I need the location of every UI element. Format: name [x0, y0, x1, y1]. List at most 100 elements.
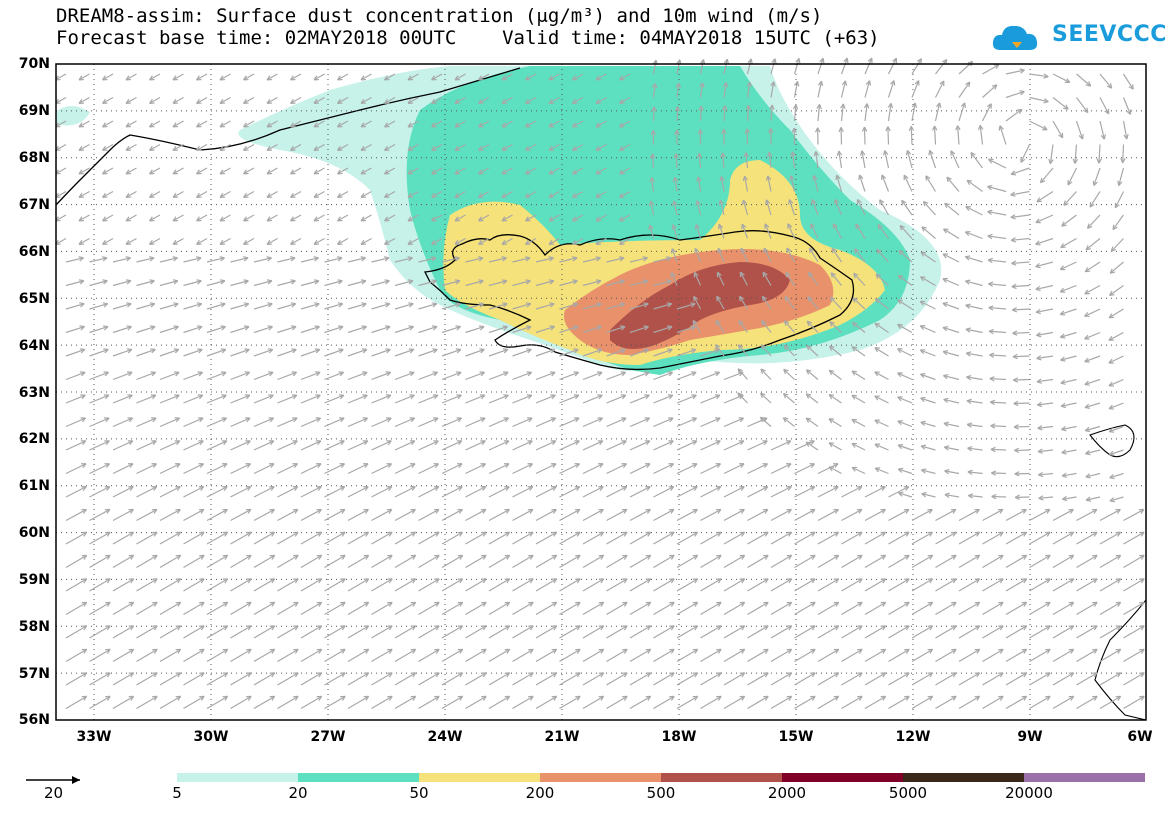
- wind-arrow-head: [740, 247, 746, 254]
- wind-arrow: [619, 143, 631, 151]
- wind-arrow-head: [1115, 672, 1122, 678]
- wind-arrow-head: [619, 122, 625, 128]
- wind-arrow-head: [149, 302, 156, 308]
- wind-arrow-head: [151, 440, 157, 446]
- wind-arrow-head: [291, 394, 298, 400]
- wind-arrow: [196, 214, 208, 222]
- wind-arrow-head: [454, 122, 461, 128]
- wind-arrow-head: [572, 75, 578, 81]
- wind-arrow-head: [782, 417, 789, 423]
- wind-arrow: [1061, 425, 1077, 431]
- wind-arrow-head: [313, 145, 320, 151]
- wind-arrow: [1060, 355, 1077, 361]
- wind-arrow-head: [1044, 508, 1051, 514]
- wind-arrow-head: [266, 98, 273, 104]
- wind-arrow: [535, 417, 556, 428]
- wind-arrow-head: [966, 179, 973, 186]
- wind-arrow-head: [313, 192, 320, 198]
- wind-arrow-head: [126, 325, 132, 331]
- wind-arrow-head: [293, 578, 299, 584]
- wind-arrow-head: [805, 417, 812, 423]
- wind-arrow: [958, 625, 980, 639]
- wind-arrow: [1099, 97, 1110, 115]
- wind-arrow-head: [901, 199, 907, 206]
- wind-arrow-head: [739, 672, 746, 678]
- wind-arrow-head: [597, 371, 603, 377]
- wind-arrow-head: [432, 394, 439, 400]
- wind-arrow-head: [102, 256, 108, 262]
- wind-arrow: [360, 73, 372, 81]
- wind-arrow-head: [501, 279, 508, 285]
- wind-arrow: [431, 167, 443, 175]
- wind-arrow: [525, 190, 537, 198]
- wind-arrow-head: [967, 469, 973, 476]
- wind-arrow: [384, 167, 396, 175]
- wind-arrow-head: [433, 508, 440, 514]
- wind-arrow-head: [172, 256, 178, 262]
- wind-arrow: [159, 578, 181, 592]
- wind-arrow: [347, 601, 369, 616]
- wind-arrow: [253, 578, 275, 592]
- wind-arrow: [501, 167, 513, 175]
- wind-arrow: [488, 394, 509, 404]
- wind-arrow: [653, 440, 674, 451]
- wind-arrow: [740, 247, 749, 263]
- wind-arrow: [828, 369, 842, 380]
- wind-arrow: [535, 348, 556, 357]
- wind-arrow: [300, 508, 322, 522]
- wind-arrow-head: [621, 486, 628, 491]
- wind-arrow: [347, 625, 369, 639]
- wind-arrow-head: [481, 554, 487, 560]
- wind-arrow-head: [152, 672, 158, 678]
- wind-arrow-head: [987, 257, 993, 264]
- wind-arrow: [290, 214, 302, 222]
- wind-arrow: [465, 578, 487, 592]
- wind-arrow: [874, 467, 889, 475]
- map-title: DREAM8-assim: Surface dust concentration…: [56, 5, 823, 27]
- wind-arrow: [747, 440, 768, 451]
- wind-arrow: [1035, 308, 1054, 313]
- wind-arrow-head: [1115, 531, 1122, 537]
- wind-arrow-head: [761, 295, 768, 302]
- wind-arrow-head: [645, 463, 651, 469]
- wind-arrow-head: [897, 348, 903, 354]
- wind-arrow: [595, 190, 607, 198]
- lon-label: 15W: [778, 729, 814, 745]
- wind-arrow: [206, 695, 228, 710]
- wind-arrow-head: [313, 122, 320, 128]
- wind-arrow-head: [1061, 449, 1067, 455]
- wind-arrow: [864, 695, 886, 710]
- wind-arrow: [965, 328, 983, 334]
- wind-arrow-head: [222, 601, 229, 607]
- wind-arrow: [629, 348, 650, 357]
- wind-arrow-head: [196, 98, 202, 104]
- wind-arrow-head: [454, 145, 461, 151]
- wind-arrow-head: [409, 394, 415, 400]
- wind-arrow: [78, 73, 90, 81]
- wind-arrow: [1029, 531, 1051, 545]
- wind-arrow: [965, 231, 983, 240]
- wind-arrow-head: [1092, 625, 1098, 631]
- wind-arrow-head: [151, 508, 158, 514]
- wind-arrow-head: [315, 417, 322, 423]
- wind-arrow-head: [764, 223, 770, 229]
- wind-arrow: [572, 214, 584, 222]
- wind-arrow: [136, 348, 156, 357]
- wind-arrow-head: [763, 554, 769, 560]
- wind-arrow: [501, 73, 513, 81]
- wind-arrow-head: [149, 169, 155, 175]
- wind-arrow-head: [696, 152, 703, 159]
- wind-arrow-head: [550, 440, 557, 446]
- wind-arrow-head: [1019, 90, 1025, 96]
- wind-arrow: [300, 417, 321, 428]
- wind-arrow-head: [196, 325, 203, 331]
- wind-arrow: [112, 601, 134, 616]
- wind-arrow-head: [290, 216, 296, 222]
- wind-arrow: [943, 374, 960, 381]
- wind-arrow-head: [525, 302, 532, 308]
- wind-arrow: [988, 283, 1007, 287]
- wind-arrow: [1122, 97, 1131, 115]
- wind-arrow-head: [669, 601, 675, 607]
- wind-arrow: [418, 648, 440, 663]
- wind-arrow-head: [478, 98, 484, 104]
